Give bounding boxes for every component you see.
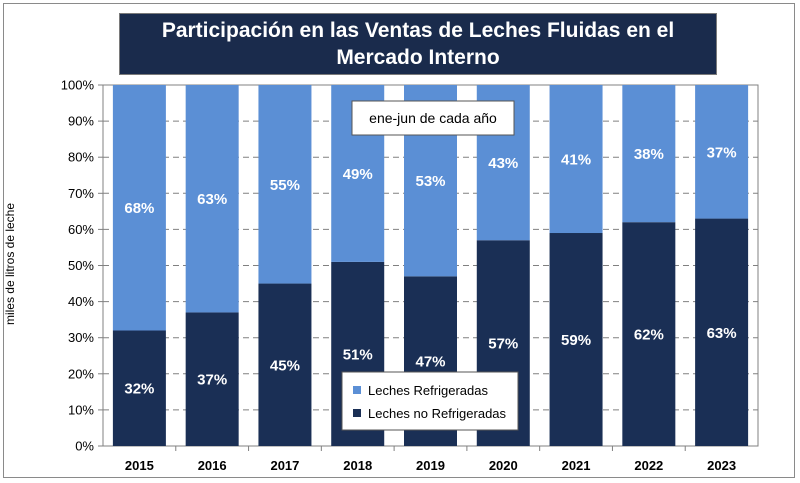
subtitle-box — [351, 100, 515, 136]
legend-label: Leches no Refrigeradas — [368, 406, 507, 421]
bar-refrigeradas — [695, 85, 749, 219]
data-label-refrigeradas: 68% — [124, 200, 154, 217]
y-tick-label: 90% — [68, 114, 94, 129]
data-label-refrigeradas: 41% — [561, 152, 591, 169]
data-label-no-refrigeradas: 32% — [124, 381, 154, 398]
bar-refrigeradas — [258, 85, 312, 284]
x-tick-label: 2021 — [562, 458, 591, 473]
chart-title: Participación en las Ventas de Leches Fl… — [161, 19, 675, 69]
data-label-refrigeradas: 38% — [634, 146, 664, 163]
data-label-no-refrigeradas: 62% — [634, 327, 664, 344]
legend-label: Leches Refrigeradas — [368, 383, 488, 398]
chart-subtitle: ene-jun de cada año — [369, 110, 497, 126]
data-label-refrigeradas: 53% — [415, 173, 445, 190]
bar-refrigeradas — [185, 85, 239, 313]
data-label-no-refrigeradas: 37% — [197, 372, 227, 389]
x-tick-label: 2022 — [634, 458, 663, 473]
bar-no-refrigeradas — [258, 283, 312, 446]
bar-refrigeradas — [622, 85, 676, 223]
y-tick-label: 40% — [68, 294, 94, 309]
data-label-no-refrigeradas: 59% — [561, 332, 591, 349]
bar-no-refrigeradas — [185, 312, 239, 446]
bar-refrigeradas — [112, 85, 166, 331]
legend-box — [341, 371, 519, 431]
legend-swatch-no-refrigeradas — [353, 409, 361, 417]
y-tick-label: 10% — [68, 402, 94, 417]
y-tick-label: 30% — [68, 330, 94, 345]
data-label-refrigeradas: 37% — [707, 144, 737, 161]
y-tick-label: 0% — [75, 439, 94, 454]
x-tick-label: 2015 — [125, 458, 154, 473]
y-tick-label: 70% — [68, 186, 94, 201]
y-tick-label: 100% — [61, 78, 95, 93]
bar-refrigeradas — [549, 85, 603, 234]
x-tick-label: 2016 — [198, 458, 227, 473]
bar-no-refrigeradas — [622, 222, 676, 446]
x-tick-label: 2018 — [343, 458, 372, 473]
legend-swatch-refrigeradas — [353, 386, 361, 394]
bar-no-refrigeradas — [112, 330, 166, 446]
x-tick-label: 2020 — [489, 458, 518, 473]
y-tick-label: 80% — [68, 150, 94, 165]
y-tick-label: 60% — [68, 222, 94, 237]
y-tick-label: 20% — [68, 366, 94, 381]
chart-title-box: Participación en las Ventas de Leches Fl… — [119, 13, 717, 75]
x-tick-label: 2023 — [707, 458, 736, 473]
data-label-no-refrigeradas: 63% — [707, 325, 737, 342]
data-label-no-refrigeradas: 51% — [343, 346, 373, 363]
data-label-refrigeradas: 49% — [343, 166, 373, 183]
data-label-no-refrigeradas: 45% — [270, 357, 300, 374]
x-tick-label: 2019 — [416, 458, 445, 473]
x-tick-label: 2017 — [270, 458, 299, 473]
bar-no-refrigeradas — [549, 233, 603, 446]
data-label-no-refrigeradas: 47% — [415, 354, 445, 371]
y-tick-label: 50% — [68, 258, 94, 273]
data-label-refrigeradas: 43% — [488, 155, 518, 172]
data-label-refrigeradas: 55% — [270, 177, 300, 194]
data-label-refrigeradas: 63% — [197, 191, 227, 208]
data-label-no-refrigeradas: 57% — [488, 336, 518, 353]
bar-no-refrigeradas — [695, 218, 749, 446]
